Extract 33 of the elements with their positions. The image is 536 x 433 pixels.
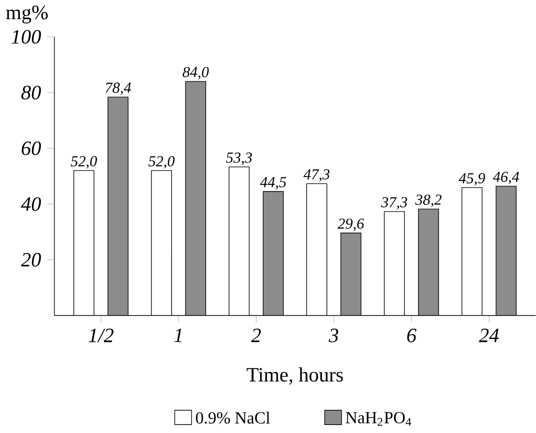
y-tick-label: 80: [21, 86, 41, 100]
bar: [496, 186, 517, 316]
bar: [340, 233, 361, 316]
data-label: 29,6: [338, 218, 364, 232]
y-tick-label: 100: [12, 30, 41, 44]
x-axis-title: Time, hours: [246, 368, 343, 385]
bar: [418, 209, 439, 316]
data-label: 53,3: [226, 152, 252, 166]
x-tick-label: 3: [328, 328, 338, 342]
data-label: 46,4: [492, 172, 520, 184]
x-tick-label: 2: [251, 328, 261, 342]
y-axis-title: mg%: [6, 6, 48, 24]
bar: [108, 97, 128, 316]
x-tick-label: 1: [174, 328, 182, 342]
y-tick-label: 60: [22, 142, 41, 156]
data-label: 45,9: [458, 173, 486, 186]
x-tick-label: 24: [478, 328, 499, 342]
x-tick-label: 6: [407, 328, 416, 342]
data-label: 37,3: [381, 197, 408, 210]
legend-label: 0.9% NaCl: [196, 412, 270, 424]
bar: [263, 192, 284, 316]
x-tick-label: 1/2: [88, 328, 114, 342]
data-label: 38,2: [415, 194, 442, 208]
bar: [186, 82, 206, 316]
legend-label: NaH$_{2}$PO$_{4}$: [346, 412, 412, 426]
data-label: 78,4: [106, 82, 131, 96]
y-tick-label: 20: [20, 253, 41, 267]
data-label: 52,0: [70, 156, 97, 169]
data-label: 84,0: [182, 67, 209, 80]
y-tick-label: 40: [20, 197, 41, 211]
data-label: 44,5: [260, 177, 286, 190]
data-label: 52,0: [148, 156, 175, 169]
data-label: 47,3: [303, 169, 330, 182]
